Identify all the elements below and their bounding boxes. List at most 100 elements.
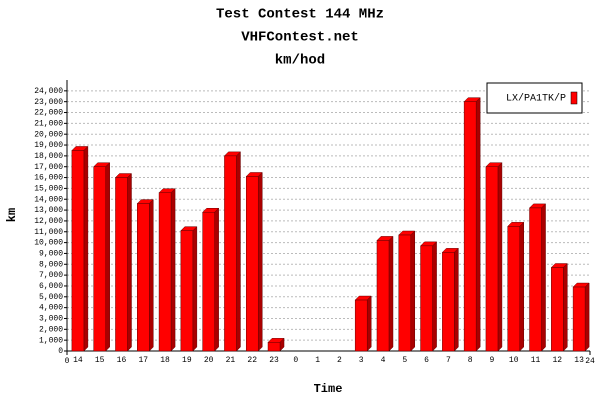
y-tick-label: 6,000 (39, 282, 63, 291)
bar (463, 97, 481, 352)
bar-face (497, 162, 503, 352)
y-tick-label: 23,000 (34, 98, 63, 107)
legend-label: LX/PA1TK/P (506, 93, 566, 105)
y-tick-label: 7,000 (39, 271, 63, 280)
y-tick-label: 8,000 (39, 260, 63, 269)
bar-face (541, 203, 546, 352)
bar (245, 171, 263, 352)
bar (572, 282, 590, 352)
bar-face (463, 101, 477, 352)
y-tick-label: 21,000 (34, 119, 63, 128)
bar-face (551, 267, 564, 352)
y-tick-label: 9,000 (39, 250, 63, 259)
unit-title: km/hod (275, 53, 325, 69)
x-tick-label: 7 (446, 356, 451, 365)
x-tick-label: 4 (381, 356, 386, 365)
y-tick-label: 17,000 (34, 163, 63, 172)
x-tick-label: 18 (160, 356, 170, 365)
bar-face (192, 226, 198, 352)
bar (528, 203, 547, 352)
x-tick-label: 8 (468, 356, 473, 365)
bar (180, 226, 198, 352)
x-tick-label: 1 (315, 356, 320, 365)
bar (441, 247, 459, 352)
x-tick-label: 3 (359, 356, 364, 365)
x-axis-label: Time (314, 382, 343, 396)
y-tick-label: 22,000 (34, 109, 63, 118)
y-tick-label: 15,000 (34, 185, 63, 194)
chart-subtitle: VHFContest.net (241, 30, 359, 46)
bar (71, 145, 89, 352)
bar-face (442, 252, 455, 352)
y-tick-label: 3,000 (39, 315, 63, 324)
bar-face (93, 166, 106, 352)
x-tick-label: 13 (574, 356, 584, 365)
x-tick-label: 12 (553, 356, 563, 365)
x-tick-label: 2 (337, 356, 342, 365)
bar-face (572, 286, 586, 352)
x-tick-label: 22 (247, 356, 257, 365)
bar (267, 337, 285, 352)
bar-face (432, 241, 437, 352)
y-tick-label: 16,000 (34, 174, 63, 183)
x-tick-label: 6 (424, 356, 429, 365)
bar-face (236, 151, 241, 352)
y-tick-label: 14,000 (34, 195, 63, 204)
chart-title: Test Contest 144 MHz (216, 7, 384, 23)
y-tick-label: 24,000 (34, 87, 63, 96)
bar-face (115, 177, 128, 352)
bar-face (485, 166, 499, 352)
bar-face (398, 234, 412, 352)
y-tick-label: 0 (58, 347, 63, 356)
bar-face (529, 207, 542, 352)
bar-face (507, 226, 520, 352)
bar (550, 262, 568, 352)
y-tick-label: 13,000 (34, 206, 63, 215)
bar-face (158, 192, 172, 352)
x-tick-label: 21 (226, 356, 236, 365)
y-tick-label: 10,000 (34, 239, 63, 248)
legend-box (486, 82, 583, 114)
x-tick-label: 24 (585, 357, 595, 366)
x-tick-label: 5 (402, 356, 407, 365)
x-tick-label: 16 (117, 356, 127, 365)
bar-face (519, 221, 524, 352)
bar-face (563, 262, 568, 352)
bar-face (420, 245, 433, 352)
bar-face (149, 198, 154, 352)
bar (158, 188, 176, 352)
bar (136, 198, 154, 352)
bar-face (366, 295, 372, 352)
y-tick-label: 20,000 (34, 130, 63, 139)
legend-swatch (570, 91, 578, 105)
bar-face (180, 230, 194, 352)
x-tick-label: 14 (73, 356, 83, 365)
bar-face (224, 155, 237, 352)
y-tick-label: 12,000 (34, 217, 63, 226)
bar-face (137, 203, 150, 352)
bar (223, 151, 242, 352)
y-tick-label: 18,000 (34, 152, 63, 161)
x-tick-label: 19 (182, 356, 192, 365)
bar-face (475, 97, 481, 352)
bar-face (127, 172, 132, 352)
x-tick-label: 23 (269, 356, 279, 365)
x-tick-label: 15 (95, 356, 105, 365)
bar (485, 162, 503, 352)
bar-face (454, 247, 459, 352)
x-tick-label: 0 (65, 357, 70, 366)
y-tick-label: 19,000 (34, 141, 63, 150)
y-tick-label: 4,000 (39, 304, 63, 313)
y-tick-label: 2,000 (39, 325, 63, 334)
x-tick-label: 10 (509, 356, 519, 365)
x-tick-label: 9 (490, 356, 495, 365)
bar-face (267, 342, 281, 352)
bar-face (245, 176, 259, 352)
x-tick-label: 17 (138, 356, 148, 365)
bar-face (170, 188, 176, 352)
bar-face (71, 150, 85, 352)
bar-face (388, 235, 394, 352)
bar (354, 295, 372, 352)
bar (114, 172, 133, 352)
bar (202, 207, 220, 352)
